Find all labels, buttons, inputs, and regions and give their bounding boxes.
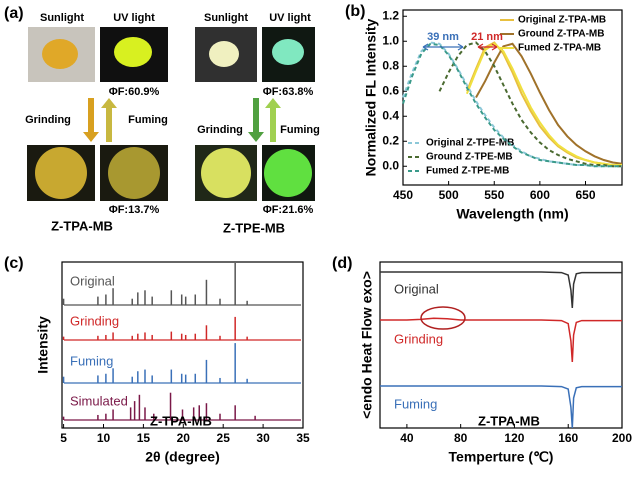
series-label: Fuming [394, 396, 437, 411]
photo-sample [114, 37, 152, 67]
legend-label: Fumed Z-TPA-MB [518, 43, 601, 54]
y-tick-label: 0.4 [382, 108, 399, 122]
photo-sample [42, 39, 78, 69]
arrow-up [265, 98, 281, 142]
arrow-up [101, 98, 117, 142]
series-label: Original [394, 281, 439, 296]
x-tick-label: 15 [137, 431, 151, 445]
photo-sample [108, 147, 160, 199]
spectrum-line [438, 41, 622, 168]
photo-caption: UV light [113, 12, 155, 24]
photo-sample [201, 148, 251, 198]
arrow-down [83, 98, 99, 142]
x-tick-label: 600 [530, 188, 550, 202]
panel-label: (b) [345, 3, 365, 20]
quantum-yield: ΦF:21.6% [263, 204, 314, 216]
panel-label: (a) [4, 5, 24, 22]
x-tick-label: 5 [60, 431, 67, 445]
x-tick-label: 80 [454, 431, 468, 445]
legend-label: Fumed Z-TPE-MB [426, 166, 509, 177]
x-axis-title: Wavelength (nm) [456, 206, 568, 222]
compound-name: Z-TPA-MB [51, 218, 113, 233]
photo-caption: Sunlight [204, 12, 248, 24]
panel-label: (c) [4, 255, 24, 272]
annotation: Z-TPA-MB [478, 413, 540, 428]
x-tick-label: 30 [256, 431, 270, 445]
quantum-yield: ΦF:60.9% [109, 86, 160, 98]
quantum-yield: ΦF:13.7% [109, 204, 160, 216]
photo-caption: UV light [269, 12, 311, 24]
compound-name: Z-TPE-MB [223, 220, 285, 235]
spectrum-line [402, 41, 622, 168]
legend-label: Ground Z-TPA-MB [518, 29, 604, 40]
x-tick-label: 25 [217, 431, 231, 445]
x-tick-label: 35 [296, 431, 310, 445]
photo-sample [264, 149, 312, 197]
x-tick-label: 450 [393, 188, 413, 202]
x-tick-label: 10 [97, 431, 111, 445]
x-tick-label: 650 [575, 188, 595, 202]
dsc-trace [380, 317, 622, 363]
y-tick-label: 1.2 [382, 8, 399, 22]
x-axis-title: 2θ (degree) [145, 449, 219, 465]
panel-label: (d) [332, 255, 352, 272]
shift-arrow [422, 43, 464, 51]
photo-sample [35, 147, 87, 199]
photo-caption: Sunlight [40, 12, 84, 24]
spectrum-line [475, 42, 623, 165]
y-tick-label: 0.2 [382, 133, 399, 147]
series-label: Simulated [70, 393, 128, 408]
dsc-trace [380, 271, 622, 309]
y-tick-label: 0.0 [382, 158, 399, 172]
process-label: Grinding [197, 124, 243, 136]
x-axis-title: Temperture (℃) [449, 449, 554, 465]
y-axis-title: Intensity [35, 316, 51, 374]
dsc-trace [380, 385, 622, 429]
x-tick-label: 40 [400, 431, 414, 445]
highlight-circle [420, 306, 466, 330]
y-tick-label: 0.8 [382, 58, 399, 72]
annotation: 39 nm [427, 31, 459, 43]
x-tick-label: 200 [612, 431, 632, 445]
y-axis-title: Normalized FL Intensity [363, 18, 379, 176]
x-tick-label: 120 [504, 431, 524, 445]
plot-frame [61, 261, 304, 429]
photo-group: Sunlight UV light ΦF:60.9% Grinding Fumi… [25, 12, 168, 233]
legend-label: Ground Z-TPE-MB [426, 152, 513, 163]
x-tick-label: 160 [558, 431, 578, 445]
photo-sample [272, 39, 304, 65]
process-label: Fuming [280, 124, 320, 136]
arrow-down [248, 98, 264, 142]
series-label: Grinding [394, 331, 443, 346]
annotation: Z-TPA-MB [150, 413, 212, 428]
legend-label: Original Z-TPE-MB [426, 138, 514, 149]
annotation: 21 nm [471, 31, 503, 43]
x-tick-label: 550 [484, 188, 504, 202]
photo-sample [209, 41, 239, 67]
shift-arrow [477, 43, 498, 51]
legend-label: Original Z-TPA-MB [518, 15, 606, 26]
x-tick-label: 500 [439, 188, 459, 202]
photo-group: Sunlight UV light ΦF:63.8% Grinding Fumi… [195, 12, 320, 235]
process-label: Grinding [25, 114, 71, 126]
series-label: Fuming [70, 353, 113, 368]
plot-frame [379, 261, 623, 429]
x-tick-label: 20 [177, 431, 191, 445]
series-label: Original [70, 273, 115, 288]
y-tick-label: 0.6 [382, 83, 399, 97]
y-axis-title: <endo Heat Flow exo> [359, 271, 375, 419]
process-label: Fuming [128, 114, 168, 126]
series-label: Grinding [70, 313, 119, 328]
quantum-yield: ΦF:63.8% [263, 86, 314, 98]
y-tick-label: 1.0 [382, 33, 399, 47]
